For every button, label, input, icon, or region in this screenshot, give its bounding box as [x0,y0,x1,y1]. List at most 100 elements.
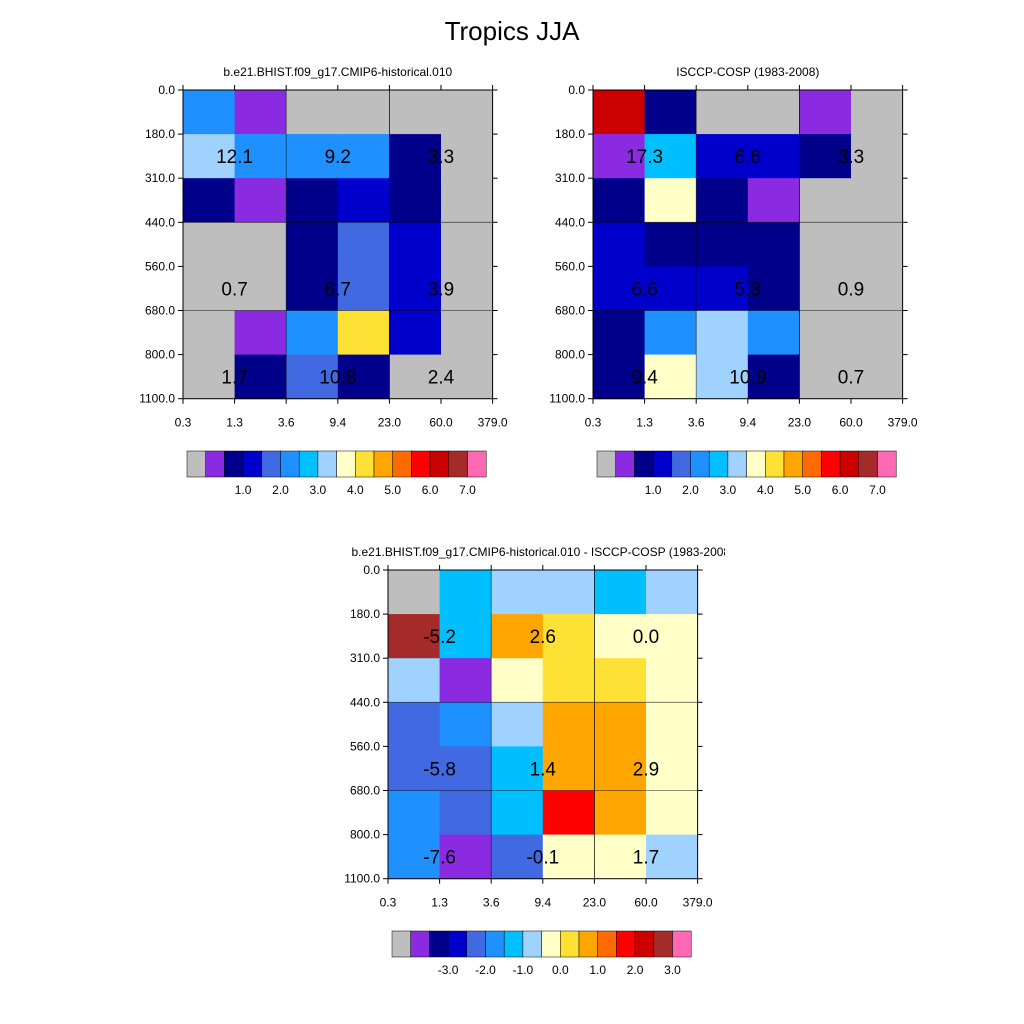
cell-value-label: 0.0 [633,627,659,648]
page-title: Tropics JJA [444,16,580,46]
colorbar-swatch [597,930,617,958]
heatmap-cell [644,310,697,356]
x-tick-label: 23.0 [788,416,812,430]
x-tick-label: 379.0 [683,896,713,910]
heatmap-cell [594,746,647,791]
colorbar-swatch [858,450,878,478]
cell-value-label: 2.6 [530,627,556,648]
colorbar-label: 2.0 [682,483,699,497]
x-tick-label: 3.6 [483,896,500,910]
colorbar-swatch [280,450,300,478]
heatmap-panel-model: b.e21.BHIST.f09_g17.CMIP6-historical.010… [139,65,508,497]
heatmap-cell [644,134,697,179]
heatmap-cell [491,834,544,880]
heatmap-cell [439,746,492,791]
heatmap-cell [491,658,544,703]
colorbar-label: 7.0 [869,483,886,497]
heatmap-cell [183,178,236,223]
colorbar-label: 5.0 [384,483,401,497]
x-tick-label: 9.4 [329,416,346,430]
heatmap-cell [234,90,287,135]
colorbar-swatch [392,450,412,478]
y-tick-label: 1100.0 [139,392,175,406]
panel-title: b.e21.BHIST.f09_g17.CMIP6-historical.010… [351,545,725,559]
heatmap-cell [542,790,595,836]
y-tick-label: 310.0 [555,171,585,185]
heatmap-cell [696,134,749,179]
heatmap-cell [388,702,441,747]
heatmap-cell [337,310,390,356]
heatmap-cell [646,790,699,836]
colorbar-label: 6.0 [832,483,849,497]
x-tick-label: 0.3 [585,416,602,430]
heatmap-cell [594,658,647,703]
heatmap-cell [594,702,647,747]
heatmap-panel-obs: ISCCP-COSP (1983-2008) 0.0 180.0 310.0 440.0… [549,65,918,497]
colorbar-swatch [578,930,598,958]
cell-value-label: -0.1 [526,848,559,869]
heatmap-cell [388,570,441,615]
colorbar-swatch [522,930,542,958]
heatmap-cell [337,134,390,179]
heatmap-cell [593,90,646,135]
heatmap-cell [542,746,595,791]
y-tick-label: 180.0 [350,607,380,621]
heatmap-cell [593,354,646,400]
colorbar-swatch [466,930,486,958]
heatmap-cell [747,310,800,356]
heatmap-cell [542,702,595,747]
colorbar-swatch [298,450,319,478]
colorbar-swatch [186,450,206,478]
heatmap-cell [851,354,904,400]
x-tick-label: 1.3 [226,416,243,430]
heatmap-cell [646,702,699,747]
colorbar-label: 2.0 [627,963,644,977]
x-tick-label: 1.3 [636,416,653,430]
heatmap-cell [183,266,236,311]
heatmap-cell [286,222,339,267]
heatmap-cell [593,134,646,179]
colorbar-swatch [560,930,580,958]
colorbar-swatch [783,450,803,478]
heatmap-cell [234,310,287,356]
heatmap-cell [696,90,749,135]
heatmap-cell [388,658,441,703]
heatmap-cell [234,134,287,179]
colorbar-swatch [485,930,505,958]
heatmap-cell [389,178,442,223]
colorbar-swatch [448,450,468,478]
heatmap-cell [646,614,699,659]
heatmap-cell [439,614,492,659]
colorbar-swatch [708,450,729,478]
colorbar-swatch [671,450,691,478]
heatmap-cell [286,266,339,311]
y-tick-label: 680.0 [350,784,380,798]
heatmap-cell [799,310,852,356]
heatmap-cell [441,134,494,179]
x-tick-label: 0.3 [380,896,397,910]
heatmap-cell [286,134,339,179]
colorbar-swatch [690,450,710,478]
heatmap-cell [337,222,390,267]
heatmap-cell [441,222,494,267]
heatmap-cell [799,266,852,311]
heatmap-cell [491,614,544,659]
cell-value-label: 3.9 [428,279,454,300]
x-tick-label: 9.4 [534,896,551,910]
heatmap-cell [644,90,697,135]
heatmap-cell [491,570,544,615]
colorbar-swatch [261,450,281,478]
heatmap-cell [389,222,442,267]
heatmap-cell [388,790,441,836]
colorbar-label: 4.0 [757,483,774,497]
heatmap-cell [696,310,749,356]
x-tick-label: 23.0 [378,416,402,430]
cell-value-label: 10.8 [319,368,356,389]
heatmap-panel-diff: b.e21.BHIST.f09_g17.CMIP6-historical.010… [344,545,725,977]
colorbar-swatch [634,450,654,478]
colorbar-swatch [541,930,561,958]
heatmap-cell [593,178,646,223]
heatmap-cell [441,90,494,135]
cell-value-label: 0.9 [838,279,864,300]
heatmap-cell [286,354,339,400]
